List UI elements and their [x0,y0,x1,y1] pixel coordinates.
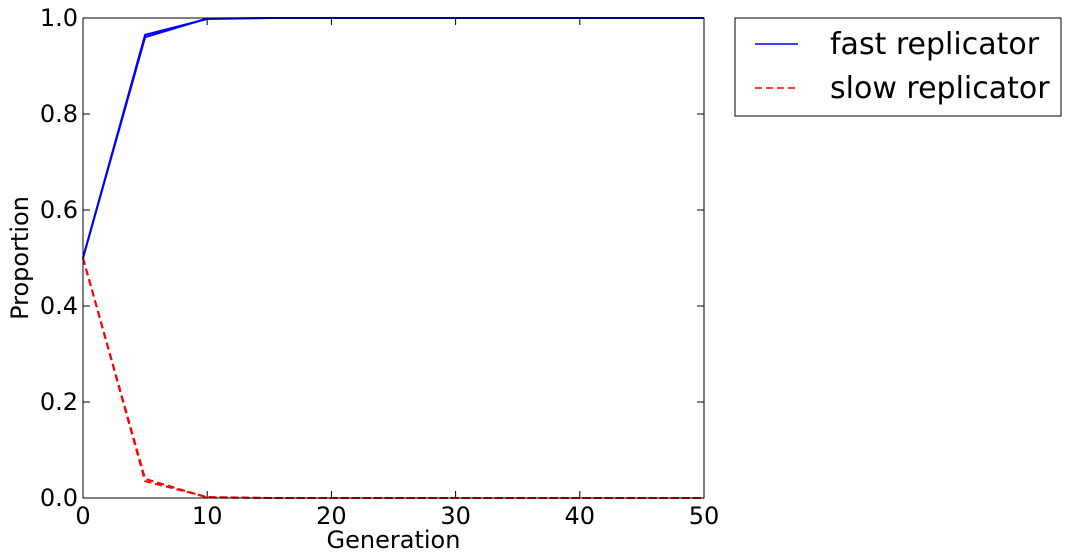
legend-label-slow: slow replicator [830,71,1050,106]
y-tick-label: 0.2 [40,388,78,416]
legend-box [734,17,1062,117]
x-tick-label: 50 [689,502,720,530]
series-layer [82,17,704,499]
ticks-layer: 0 10 20 30 40 50 0.0 0.2 0.4 0.6 0.8 1.0 [40,4,719,530]
legend: fast replicator slow replicator [734,17,1062,117]
series-line-fast-run-2 [82,17,704,259]
y-axis-label: Proportion [6,196,34,320]
y-tick-label: 0.8 [40,100,78,128]
y-tick-label: 1.0 [40,4,78,32]
y-tick-label: 0.6 [40,196,78,224]
legend-label-fast: fast replicator [830,27,1040,62]
plot-frame [82,17,705,499]
series-line-fast-run-1 [82,17,704,259]
y-tick-label: 0.0 [40,484,78,512]
x-tick-label: 40 [565,502,596,530]
x-tick-label: 20 [316,502,347,530]
x-tick-label: 0 [75,502,90,530]
x-tick-label: 10 [192,502,223,530]
x-axis-label: Generation [327,526,461,554]
x-tick-label: 30 [440,502,471,530]
series-line-slow-run-2 [82,257,704,499]
series-line-slow-run-1 [82,257,704,499]
y-tick-label: 0.4 [40,292,78,320]
